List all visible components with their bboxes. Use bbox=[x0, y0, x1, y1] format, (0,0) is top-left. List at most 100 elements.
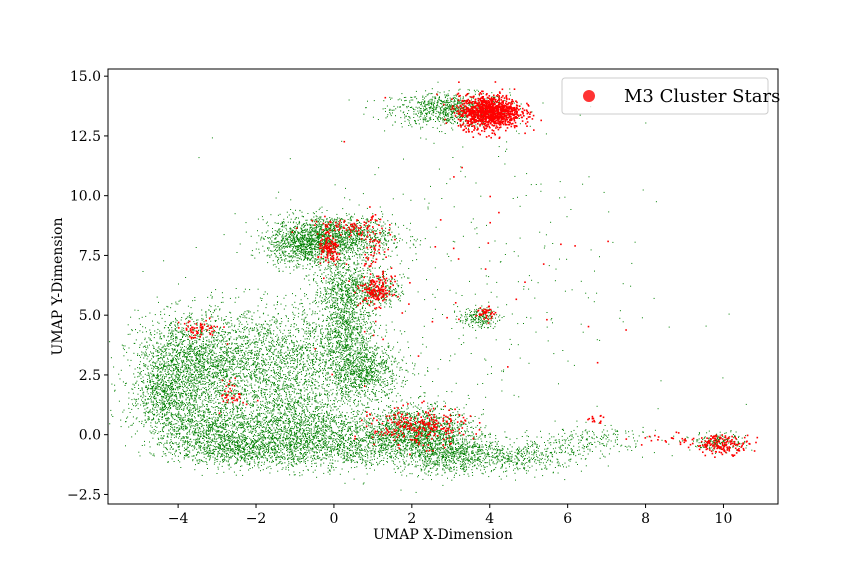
background-star-point bbox=[360, 351, 362, 353]
background-star-point bbox=[312, 231, 314, 233]
background-star-point bbox=[509, 92, 511, 94]
background-star-point bbox=[308, 240, 310, 242]
background-star-point bbox=[340, 311, 342, 313]
background-star-point bbox=[338, 284, 340, 286]
background-star-point bbox=[382, 379, 384, 380]
background-star-point bbox=[353, 377, 355, 379]
background-star-point bbox=[510, 94, 511, 96]
background-star-point bbox=[365, 300, 367, 301]
background-star-point bbox=[302, 232, 303, 234]
background-star-point bbox=[290, 221, 291, 223]
background-star-point bbox=[424, 119, 426, 121]
background-star-point bbox=[330, 226, 332, 228]
background-star-point bbox=[371, 229, 373, 231]
background-star-point bbox=[376, 230, 378, 232]
background-star-point bbox=[346, 243, 348, 245]
background-star-point bbox=[340, 237, 341, 239]
background-star-point bbox=[301, 236, 303, 238]
background-star-point bbox=[419, 118, 421, 120]
background-star-point bbox=[348, 268, 350, 270]
background-star-point bbox=[355, 228, 357, 230]
background-star-point bbox=[300, 251, 302, 253]
background-star-point bbox=[353, 361, 355, 363]
background-star-point bbox=[321, 231, 323, 233]
background-star-point bbox=[357, 250, 359, 252]
background-star-point bbox=[390, 306, 392, 308]
background-star-point bbox=[384, 360, 386, 362]
background-star-point bbox=[341, 238, 343, 240]
background-star-point bbox=[425, 104, 427, 105]
background-star-point bbox=[324, 267, 326, 269]
background-star-point bbox=[265, 222, 267, 224]
background-star-point bbox=[446, 121, 448, 123]
background-star-point bbox=[498, 97, 500, 99]
background-star-point bbox=[300, 241, 301, 243]
background-star-point bbox=[342, 283, 344, 285]
background-star-point bbox=[345, 356, 346, 358]
background-star-point bbox=[313, 228, 315, 230]
background-star-point bbox=[464, 109, 466, 111]
background-star-point bbox=[428, 112, 430, 114]
background-star-point bbox=[321, 219, 323, 220]
background-star-point bbox=[318, 229, 320, 231]
background-star-point bbox=[338, 336, 340, 338]
background-star-point bbox=[321, 334, 323, 335]
background-star-point bbox=[447, 118, 449, 120]
background-star-point bbox=[300, 302, 302, 304]
background-star-point bbox=[330, 358, 331, 359]
background-star-point bbox=[457, 108, 459, 110]
background-star-point bbox=[351, 251, 353, 253]
background-star-point bbox=[342, 293, 344, 295]
background-star-point bbox=[317, 275, 319, 277]
background-star-point bbox=[419, 102, 421, 103]
background-star-point bbox=[295, 222, 297, 224]
background-star-point bbox=[345, 287, 347, 289]
background-star-point bbox=[336, 315, 338, 317]
background-star-point bbox=[355, 356, 357, 358]
background-star-point bbox=[435, 107, 437, 109]
background-star-point bbox=[303, 244, 305, 246]
background-star-point bbox=[436, 104, 438, 106]
background-star-point bbox=[342, 322, 344, 324]
background-star-point bbox=[332, 229, 334, 231]
background-star-point bbox=[336, 268, 338, 270]
background-star-point bbox=[362, 302, 364, 304]
background-star-point bbox=[339, 259, 341, 261]
background-star-point bbox=[429, 106, 431, 108]
background-star-point bbox=[384, 385, 386, 387]
background-star-point bbox=[463, 105, 465, 107]
background-star-point bbox=[346, 247, 348, 249]
background-star-point bbox=[358, 303, 360, 305]
background-star-point bbox=[440, 107, 442, 109]
background-star-point bbox=[445, 108, 447, 110]
background-star-point bbox=[362, 252, 364, 254]
background-star-point bbox=[321, 231, 323, 233]
background-star-point bbox=[372, 291, 374, 293]
background-star-point bbox=[429, 107, 431, 109]
background-star-point bbox=[397, 341, 399, 343]
background-star-point bbox=[294, 244, 295, 246]
background-star-point bbox=[334, 331, 336, 333]
background-star-point bbox=[348, 361, 350, 363]
background-star-point bbox=[335, 352, 336, 354]
background-star-point bbox=[311, 258, 312, 260]
background-star-point bbox=[341, 241, 343, 243]
background-star-point bbox=[318, 219, 320, 221]
background-star-point bbox=[308, 244, 310, 246]
background-star-point bbox=[395, 247, 397, 249]
background-star-point bbox=[319, 241, 321, 243]
background-star-point bbox=[343, 304, 345, 306]
background-star-point bbox=[326, 251, 327, 253]
background-star-point bbox=[362, 362, 364, 364]
background-star-point bbox=[395, 222, 396, 224]
background-star-point bbox=[306, 242, 308, 244]
background-star-point bbox=[345, 290, 347, 292]
background-star-point bbox=[341, 221, 342, 223]
background-star-point bbox=[418, 123, 420, 125]
background-star-point bbox=[354, 269, 355, 270]
background-star-point bbox=[326, 373, 328, 375]
background-star-point bbox=[409, 117, 411, 119]
background-star-point bbox=[356, 238, 358, 240]
background-star-point bbox=[363, 363, 365, 365]
background-star-point bbox=[331, 272, 333, 274]
